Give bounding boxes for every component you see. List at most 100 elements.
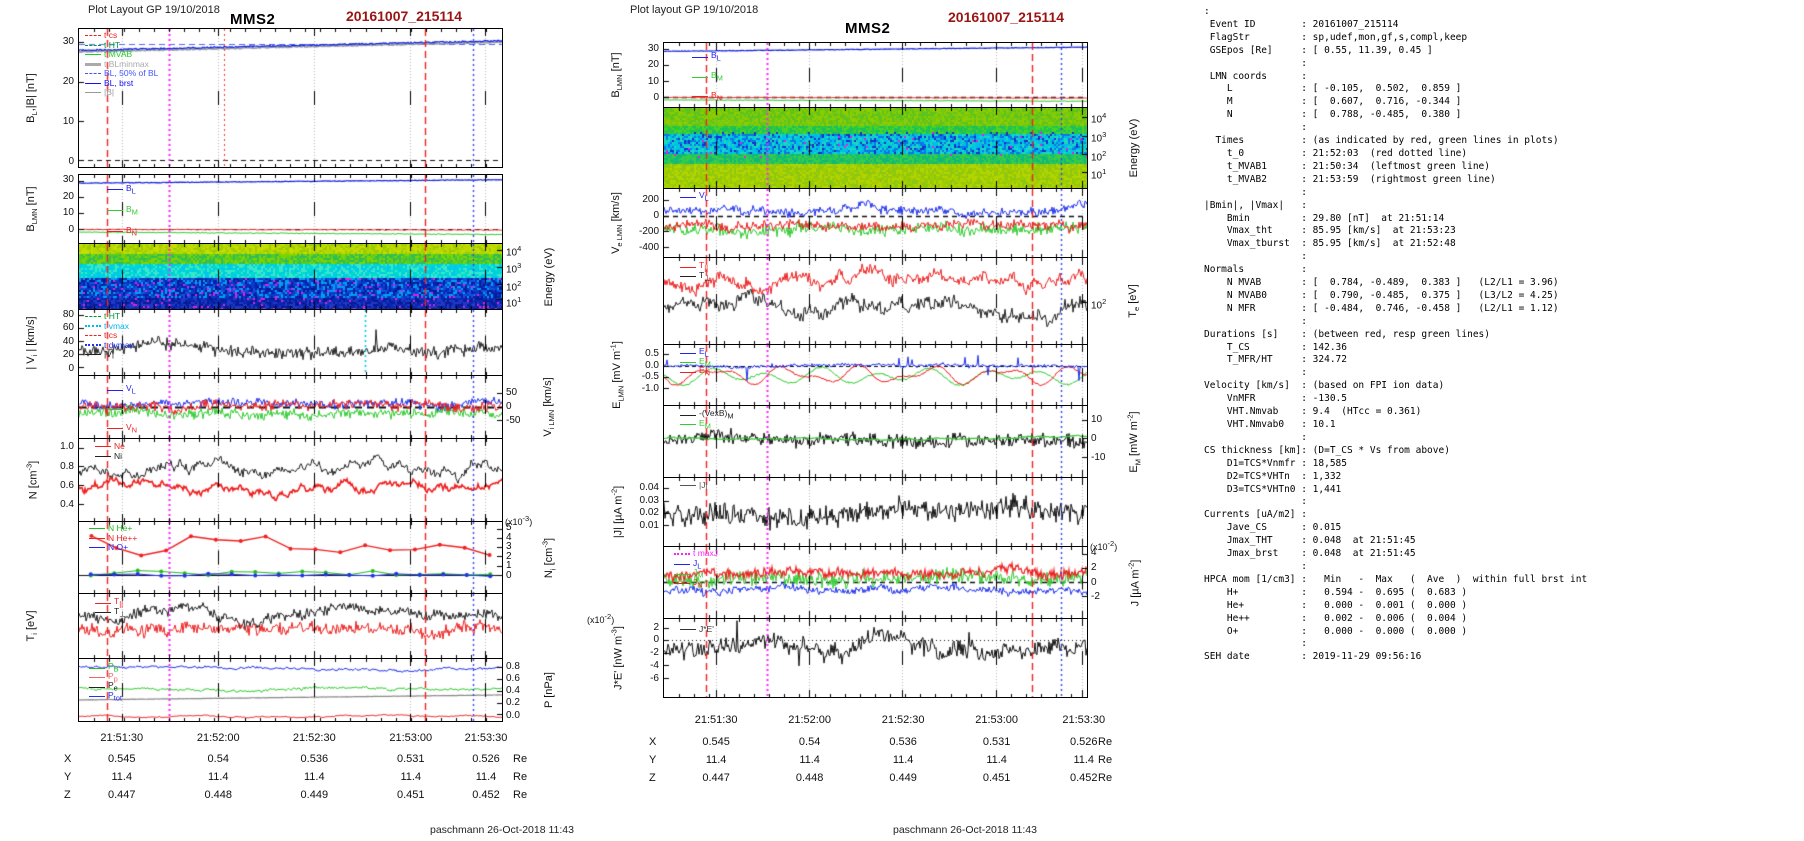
table-cell: 11.4 <box>111 771 133 783</box>
table-cell: 11.4 <box>799 754 820 766</box>
y-tick-label: 10 <box>62 207 74 219</box>
legend-item: PB <box>89 661 122 674</box>
panel-b-lmn: BLMN [nT] 30 20 10 0 BL BM BN <box>520 42 1205 108</box>
table-unit: Re <box>513 771 528 783</box>
plot-area-te: T|| T⊥ <box>663 257 1088 345</box>
time-tick-label: 21:51:30 <box>694 714 738 726</box>
legend-n-density: Ne Ni <box>95 441 125 461</box>
legend-label: BN <box>711 89 723 103</box>
y-tick-label: 20 <box>62 190 74 202</box>
legend-swatch <box>107 428 123 430</box>
legend-item: JL <box>674 558 718 570</box>
panel-vi-abs: | Vi | [km/s] 80 60 40 20 0 t HT t vmax t cs t dv… <box>0 309 520 376</box>
right-tick-label: 101 <box>1091 166 1107 181</box>
legend-swatch <box>680 629 696 631</box>
plot-area-vi-abs: t HT t vmax t cs t dvmax |V| <box>78 309 503 376</box>
legend-label: -(VexB)M <box>699 408 734 421</box>
right-tick-label: 103 <box>506 261 522 276</box>
y-tick-label: -6 <box>650 672 659 684</box>
legend-swatch <box>674 564 690 566</box>
right-tick-label: 4 <box>506 531 512 543</box>
panel-j-lmn: t maxJ JL JM JN 4 2 0 -2 J [µA m-2] (x10-2) <box>520 539 1205 619</box>
right-tick-label: 102 <box>506 278 522 293</box>
legend-label: BM <box>711 70 723 83</box>
legend-label: BL <box>711 50 721 63</box>
legend-item: BN <box>692 89 723 103</box>
legend-label: t maxJ <box>693 548 719 559</box>
panel-j-dot-e: J*E' [nW m-3] (x10-2) 2 0 -2 -4 -6 J*E' <box>520 612 1205 698</box>
legend-item: Ptot <box>89 689 123 703</box>
table-cell: 11.4 <box>986 754 1007 766</box>
table-unit: Re <box>1098 736 1113 748</box>
legend-item: T|| <box>95 596 126 609</box>
legend-item: JN <box>674 576 718 590</box>
legend-swatch <box>680 485 696 487</box>
legend-swatch <box>107 389 123 391</box>
legend-item: VL <box>107 383 136 396</box>
table-row-label: Z <box>64 789 71 801</box>
legend-item: t HT <box>85 40 158 51</box>
middle-footer: paschmann 26-Oct-2018 11:43 <box>893 824 1037 836</box>
plot-canvas-ve-lmn <box>664 189 1087 257</box>
table-row-label: Y <box>649 754 657 766</box>
right-tick-label: 1 <box>506 560 512 572</box>
legend-ve-lmn: VL <box>680 190 709 203</box>
info-text: : Event ID : 20161007_215114 FlagStr : s… <box>1204 6 1588 663</box>
plot-area-b-lmn: BL BM BN <box>78 174 503 244</box>
right-tick-label: 102 <box>1091 148 1107 163</box>
legend-swatch <box>89 528 105 530</box>
legend-item: t maxJ <box>674 548 719 559</box>
legend-item: JM <box>674 567 718 580</box>
right-tick-label: 2 <box>1091 561 1097 573</box>
legend-swatch <box>85 44 101 46</box>
right-tick-label: 0.6 <box>506 673 520 685</box>
table-cell: 0.531 <box>982 736 1011 748</box>
left-footer: paschmann 26-Oct-2018 11:43 <box>430 824 574 836</box>
plot-area-bl-absb: t cs t HT t MVAB t BLminmax BL, 50% of BL BL,… <box>78 28 503 168</box>
table-cell: 11.4 <box>207 771 229 783</box>
axis-label-ti: Ti [eV] <box>24 610 40 642</box>
legend-swatch <box>85 354 101 356</box>
right-axis-label-te: Te [eV] <box>1126 284 1142 318</box>
legend-swatch <box>107 231 123 233</box>
y-tick-label: 0.0 <box>645 359 659 371</box>
plot-area-j-lmn: t maxJ JL JM JN <box>663 546 1088 619</box>
legend-item: VM <box>107 403 138 415</box>
legend-j-abs: |J| <box>680 480 708 491</box>
right-tick-label: 101 <box>506 294 522 309</box>
panel-electron-spectrogram: 104 103 102 101 Energy (eV) <box>520 107 1205 189</box>
legend-label: Ni <box>114 450 123 461</box>
legend-label: PB <box>108 661 119 674</box>
legend-label: JN <box>693 576 703 590</box>
time-tick-label: 21:51:30 <box>100 732 144 744</box>
y-tick-label: -4 <box>650 660 659 671</box>
legend-label: EM <box>699 355 711 369</box>
legend-bl-absb: t cs t HT t MVAB t BLminmax BL, 50% of BL BL,… <box>85 30 158 98</box>
table-cell: 0.448 <box>204 789 233 801</box>
panel-vi-lmn: VL VM VN 50 0 -50 Vi LMN [km/s] <box>0 375 556 439</box>
legend-pressure: PB Pp Pe Ptot <box>89 661 123 703</box>
legend-label: T⊥ <box>114 605 126 619</box>
right-axis-label-em-vexb: EM [mW m-2] <box>1125 410 1143 473</box>
legend-swatch <box>89 667 105 669</box>
legend-item: EN <box>680 365 711 378</box>
middle-spacecraft-title: MMS2 <box>845 20 891 37</box>
table-cell: 0.536 <box>889 736 917 748</box>
legend-label: Ptot <box>108 689 123 703</box>
legend-item: t vmax <box>85 321 134 332</box>
right-tick-label: 0 <box>506 401 512 412</box>
y-tick-label: 0 <box>68 362 74 374</box>
plot-canvas-b-lmn <box>79 175 502 243</box>
legend-swatch <box>680 414 696 416</box>
plot-canvas-ti <box>79 594 502 658</box>
plot-canvas-j-lmn <box>664 547 1087 618</box>
table-cell: 11.4 <box>1073 754 1095 766</box>
legend-item: t cs <box>85 30 158 41</box>
table-cell: 0.536 <box>300 753 329 765</box>
plot-canvas-vi-abs <box>79 310 502 375</box>
plot-canvas-j-abs <box>664 478 1087 546</box>
legend-label: BN <box>126 224 138 238</box>
table-cell: 0.452 <box>1069 772 1098 784</box>
legend-item: t BLminmax <box>85 59 158 70</box>
legend-swatch <box>85 35 101 37</box>
